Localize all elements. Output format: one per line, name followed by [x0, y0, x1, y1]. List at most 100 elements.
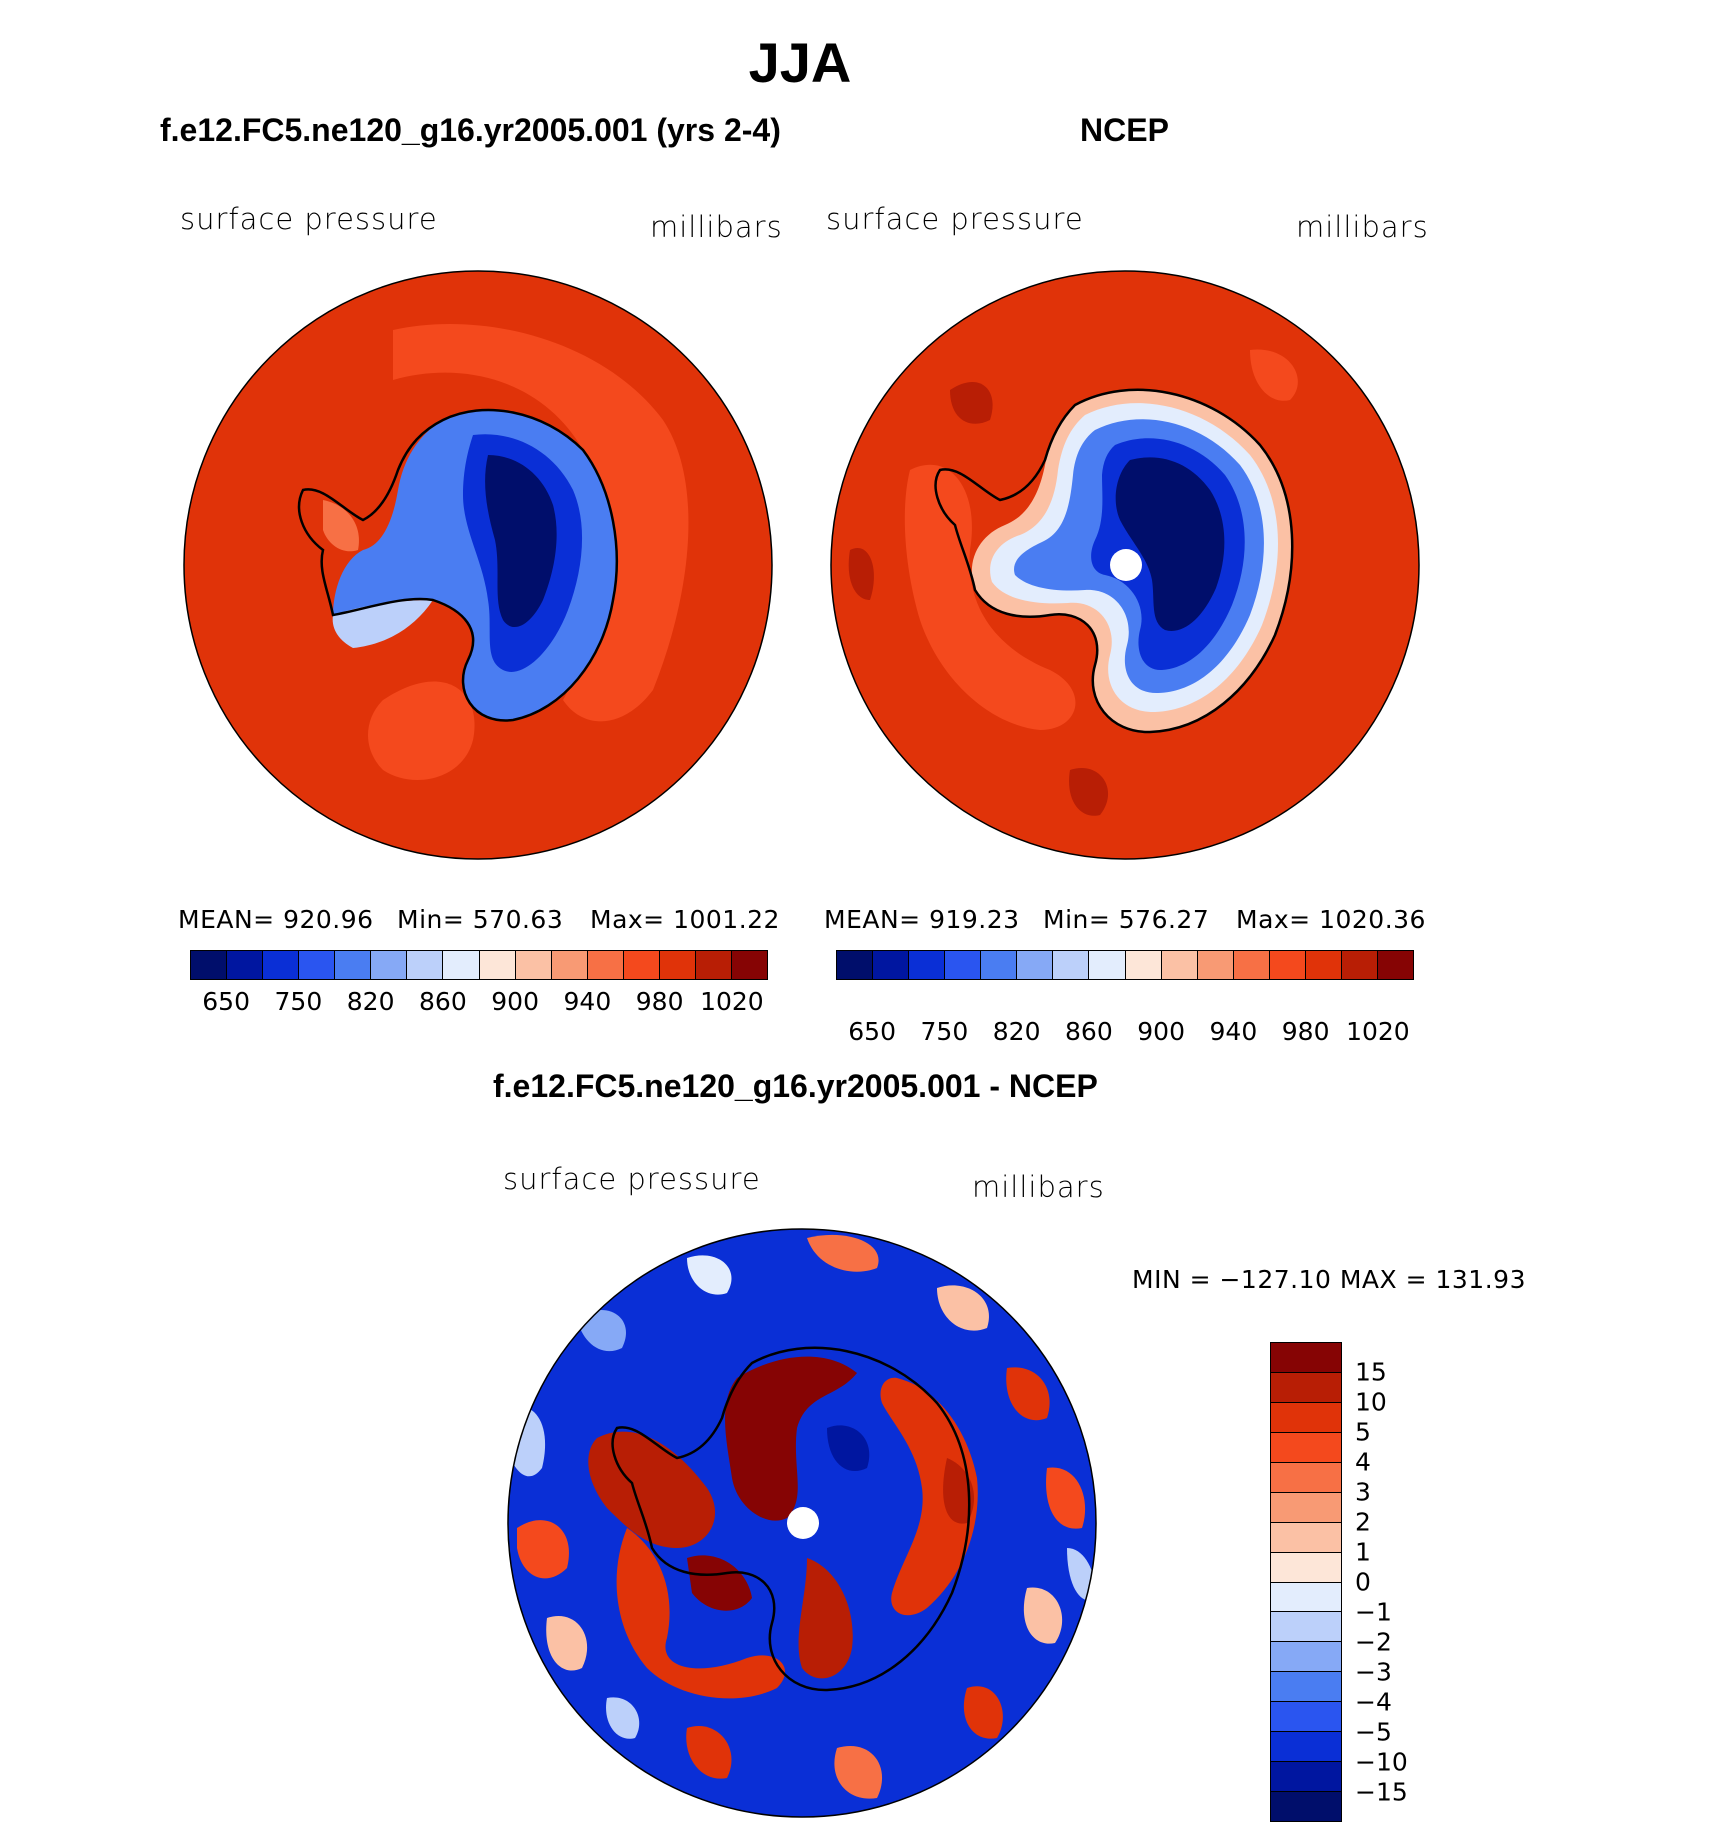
difference-colorbar-tick-label: 5	[1355, 1417, 1371, 1447]
panel-1-colorbar-swatch	[263, 951, 300, 979]
panel-1-colorbar-tick-label: 750	[274, 987, 323, 1016]
panel-2-colorbar-swatch	[873, 951, 910, 979]
panel-2-colorbar-tick-label: 650	[848, 1017, 896, 1046]
panel-2-colorbar-tick-label: 900	[1137, 1017, 1185, 1046]
panel-1-colorbar-tick-label: 980	[635, 987, 684, 1016]
difference-colorbar-swatch	[1271, 1522, 1341, 1553]
panel-1-colorbar-swatch	[551, 951, 588, 979]
panel-2-variable-label: surface pressure	[826, 202, 1084, 236]
difference-colorbar-swatch	[1271, 1792, 1341, 1821]
difference-colorbar-labels: 15 10 5 4 3 2 1 0 −1 −2 −3 −4 −5 −10 −15	[1355, 1342, 1435, 1822]
difference-colorbar-tick-label: 0	[1355, 1567, 1371, 1597]
panel-2-colorbar-swatch	[1017, 951, 1054, 979]
difference-colorbar-swatch	[1271, 1343, 1341, 1373]
panel-2-max: Max= 1020.36	[1236, 905, 1426, 934]
difference-colorbar-tick-label: 3	[1355, 1477, 1371, 1507]
difference-colorbar-tick-label: 10	[1355, 1387, 1387, 1417]
panel-1-mean: MEAN= 920.96	[178, 905, 374, 934]
difference-colorbar-swatch	[1271, 1702, 1341, 1733]
panel-1-min: Min= 570.63	[397, 905, 564, 934]
panel-1-colorbar-swatch	[299, 951, 336, 979]
panel-2-colorbar-tick-label: 980	[1281, 1017, 1330, 1046]
panel-2-colorbar-ticks: 650 750 820 860 900 940 980 1020	[836, 1017, 1414, 1047]
difference-colorbar-tick-label: 4	[1355, 1447, 1371, 1477]
difference-colorbar-swatch	[1271, 1762, 1341, 1793]
panel-2-colorbar-swatch	[837, 951, 874, 979]
difference-colorbar-tick-label: −2	[1355, 1627, 1392, 1657]
panel-3-title: f.e12.FC5.ne120_g16.yr2005.001 - NCEP	[493, 1068, 1098, 1104]
panel-1-colorbar-swatch	[443, 951, 480, 979]
panel-2-colorbar-tick-label: 750	[920, 1017, 969, 1046]
panel-1-colorbar-swatch	[335, 951, 372, 979]
panel-2-colorbar-swatch	[1341, 951, 1378, 979]
panel-1-colorbar-swatch	[659, 951, 696, 979]
panel-1-max: Max= 1001.22	[590, 905, 780, 934]
panel-3-units-label: millibars	[972, 1170, 1105, 1204]
difference-colorbar-swatch	[1271, 1432, 1341, 1463]
panel-2-colorbar	[836, 950, 1414, 980]
difference-colorbar-tick-label: −3	[1355, 1657, 1392, 1687]
difference-colorbar-swatch	[1271, 1612, 1341, 1643]
panel-1-colorbar-swatch	[731, 951, 767, 979]
panel-1-colorbar-swatch	[371, 951, 408, 979]
panel-2-mean: MEAN= 919.23	[824, 905, 1020, 934]
difference-colorbar-swatch	[1271, 1732, 1341, 1763]
panel-1-colorbar-ticks: 650 750 820 860 900 940 980 1020	[190, 987, 768, 1017]
panel-1-variable-label: surface pressure	[180, 202, 438, 236]
panel-2-colorbar-swatch	[1305, 951, 1342, 979]
difference-colorbar-swatch	[1271, 1462, 1341, 1493]
panel-2-colorbar-swatch	[1089, 951, 1126, 979]
panel-2-units-label: millibars	[1296, 210, 1429, 244]
panel-1-colorbar-tick-label: 860	[419, 987, 467, 1016]
difference-colorbar	[1270, 1342, 1342, 1822]
panel-1-colorbar-swatch	[695, 951, 732, 979]
panel-2-colorbar-swatch	[1053, 951, 1090, 979]
difference-colorbar-tick-label: 1	[1355, 1537, 1371, 1567]
panel-2-colorbar-swatch	[1269, 951, 1306, 979]
difference-colorbar-tick-label: 2	[1355, 1507, 1371, 1537]
panel-2-title: NCEP	[1080, 112, 1169, 148]
difference-colorbar-swatch	[1271, 1402, 1341, 1433]
panel-3-min-max: MIN = −127.10 MAX = 131.93	[1132, 1265, 1526, 1294]
difference-colorbar-swatch	[1271, 1372, 1341, 1403]
difference-colorbar-tick-label: −1	[1355, 1597, 1392, 1627]
difference-colorbar-tick-label: −10	[1355, 1747, 1408, 1777]
difference-colorbar-tick-label: −15	[1355, 1777, 1408, 1807]
difference-colorbar-tick-label: −5	[1355, 1717, 1392, 1747]
panel-3-variable-label: surface pressure	[503, 1162, 761, 1196]
panel-2-colorbar-tick-label: 1020	[1346, 1017, 1410, 1046]
panel-1-colorbar-tick-label: 820	[346, 987, 395, 1016]
panel-1-colorbar-swatch	[587, 951, 624, 979]
panel-1-colorbar-swatch	[515, 951, 552, 979]
difference-colorbar-tick-label: 15	[1355, 1357, 1387, 1387]
panel-2-colorbar-swatch	[1125, 951, 1162, 979]
panel-1-colorbar-swatch	[623, 951, 660, 979]
panel-2-colorbar-swatch	[1377, 951, 1413, 979]
panel-2-colorbar-swatch	[1233, 951, 1270, 979]
panel-2-colorbar-tick-label: 860	[1065, 1017, 1113, 1046]
difference-colorbar-swatch	[1271, 1552, 1341, 1583]
panel-1-title: f.e12.FC5.ne120_g16.yr2005.001 (yrs 2-4)	[160, 112, 781, 148]
panel-2-colorbar-swatch	[981, 951, 1018, 979]
panel-1-units-label: millibars	[650, 210, 783, 244]
panel-2-colorbar-tick-label: 940	[1209, 1017, 1258, 1046]
panel-3-polar-map	[507, 1228, 1097, 1818]
panel-1-colorbar-swatch	[407, 951, 444, 979]
panel-2-colorbar-swatch	[1161, 951, 1198, 979]
main-title: JJA	[748, 31, 852, 94]
difference-colorbar-swatch	[1271, 1642, 1341, 1673]
difference-colorbar-tick-label: −4	[1355, 1687, 1392, 1717]
difference-colorbar-swatch	[1271, 1582, 1341, 1613]
panel-1-colorbar-swatch	[479, 951, 516, 979]
panel-1-colorbar-tick-label: 940	[563, 987, 612, 1016]
panel-2-colorbar-swatch	[945, 951, 982, 979]
panel-1-colorbar	[190, 950, 768, 980]
panel-1-colorbar-tick-label: 1020	[700, 987, 764, 1016]
panel-1-colorbar-tick-label: 900	[491, 987, 539, 1016]
panel-2-colorbar-swatch	[909, 951, 946, 979]
panel-1-colorbar-swatch	[191, 951, 228, 979]
panel-1-polar-map	[183, 270, 773, 860]
panel-1-colorbar-swatch	[227, 951, 264, 979]
difference-colorbar-swatch	[1271, 1672, 1341, 1703]
difference-colorbar-swatch	[1271, 1492, 1341, 1523]
